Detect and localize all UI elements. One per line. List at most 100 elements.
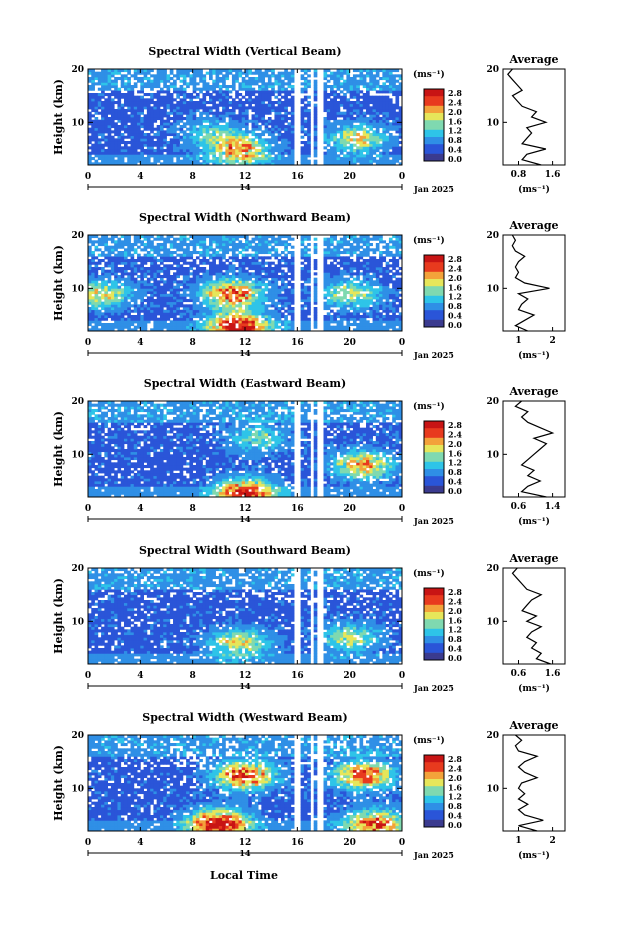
heatmap-cell bbox=[267, 272, 272, 276]
heatmap-cell bbox=[238, 261, 243, 265]
heatmap-cell bbox=[225, 309, 230, 313]
heatmap-cell bbox=[248, 243, 252, 247]
heatmap-cell bbox=[218, 277, 223, 281]
heatmap-cell bbox=[117, 299, 122, 303]
heatmap-cell bbox=[130, 125, 135, 129]
heatmap-cell bbox=[163, 125, 167, 129]
heatmap-cell bbox=[307, 122, 311, 126]
heatmap-cell bbox=[313, 127, 318, 131]
heatmap-cell bbox=[137, 312, 141, 316]
heatmap-cell bbox=[143, 138, 148, 142]
heatmap-cell bbox=[300, 291, 305, 295]
heatmap-cell bbox=[333, 74, 337, 78]
heatmap-cell bbox=[254, 275, 259, 279]
heatmap-cell bbox=[287, 122, 292, 126]
heatmap-cell bbox=[159, 143, 164, 147]
heatmap-cell bbox=[104, 85, 109, 89]
colorbar-tick-label: 0.4 bbox=[448, 145, 462, 155]
heatmap-cell bbox=[349, 119, 354, 123]
heatmap-cell bbox=[323, 240, 328, 244]
heatmap-cell bbox=[245, 114, 249, 118]
heatmap-cell bbox=[274, 269, 279, 273]
heatmap-cell bbox=[182, 82, 187, 86]
heatmap-cell bbox=[215, 122, 220, 126]
heatmap-cell bbox=[385, 69, 390, 73]
heatmap-cell bbox=[127, 69, 131, 73]
heatmap-cell bbox=[163, 162, 167, 166]
heatmap-cell bbox=[228, 312, 233, 316]
heatmap-cell bbox=[251, 291, 256, 295]
heatmap-cell bbox=[222, 82, 226, 86]
heatmap-cell bbox=[176, 275, 180, 279]
heatmap-cell bbox=[333, 325, 337, 329]
heatmap-cell bbox=[179, 79, 184, 83]
heatmap-cell bbox=[97, 111, 102, 115]
heatmap-cell bbox=[94, 269, 99, 273]
heatmap-cell bbox=[150, 87, 154, 91]
heatmap-cell bbox=[120, 245, 125, 249]
heatmap-cell bbox=[195, 285, 200, 289]
heatmap-cell bbox=[159, 95, 164, 99]
heatmap-cell bbox=[228, 154, 233, 158]
heatmap-cell bbox=[228, 162, 233, 166]
heatmap-cell bbox=[173, 243, 177, 247]
heatmap-cell bbox=[159, 127, 164, 131]
heatmap-cell bbox=[156, 301, 161, 305]
heatmap-cell bbox=[192, 307, 197, 311]
heatmap-cell bbox=[284, 127, 288, 131]
heatmap-cell bbox=[290, 85, 295, 89]
heatmap-cell bbox=[225, 259, 230, 263]
heatmap-cell bbox=[330, 162, 334, 166]
heatmap-cell bbox=[379, 154, 383, 158]
heatmap-cell bbox=[238, 309, 243, 313]
heatmap-cell bbox=[261, 101, 266, 105]
heatmap-cell bbox=[284, 103, 288, 107]
heatmap-cell bbox=[339, 130, 344, 134]
heatmap-cell bbox=[313, 82, 318, 86]
heatmap-cell bbox=[388, 133, 393, 137]
heatmap-cell bbox=[231, 106, 236, 110]
heatmap-cell bbox=[133, 243, 138, 247]
heatmap-cell bbox=[202, 98, 207, 102]
heatmap-cell bbox=[182, 261, 187, 265]
heatmap-cell bbox=[245, 277, 249, 281]
heatmap-cell bbox=[222, 243, 226, 247]
heatmap-cell bbox=[330, 138, 334, 142]
heatmap-cell bbox=[271, 135, 275, 139]
heatmap-cell bbox=[199, 317, 203, 321]
heatmap-cell bbox=[231, 304, 236, 308]
heatmap-cell bbox=[343, 79, 347, 83]
heatmap-cell bbox=[258, 261, 262, 265]
heatmap-cell bbox=[267, 312, 272, 316]
heatmap-cell bbox=[330, 135, 334, 139]
heatmap-cell bbox=[153, 79, 158, 83]
heatmap-cell bbox=[251, 253, 256, 257]
heatmap-cell bbox=[349, 127, 354, 131]
heatmap-cell bbox=[186, 149, 190, 153]
heatmap-cell bbox=[333, 151, 337, 155]
heatmap-cell bbox=[395, 130, 400, 134]
heatmap-cell bbox=[228, 328, 233, 332]
heatmap-cell bbox=[189, 117, 194, 121]
heatmap-cell bbox=[290, 277, 295, 281]
heatmap-cell bbox=[271, 141, 275, 145]
heatmap-cell bbox=[189, 272, 194, 276]
heatmap-cell bbox=[192, 259, 197, 263]
heatmap-cell bbox=[398, 157, 403, 161]
heatmap-cell bbox=[238, 304, 243, 308]
heatmap-cell bbox=[284, 277, 288, 281]
heatmap-cell bbox=[290, 291, 295, 295]
heatmap-cell bbox=[159, 109, 164, 113]
heatmap-cell bbox=[248, 325, 252, 329]
heatmap-cell bbox=[120, 114, 125, 118]
heatmap-cell bbox=[300, 154, 305, 158]
heatmap-cell bbox=[127, 109, 131, 113]
heatmap-cell bbox=[280, 296, 285, 300]
heatmap-cell bbox=[372, 159, 377, 163]
heatmap-cell bbox=[143, 317, 148, 321]
heatmap-cell bbox=[195, 127, 200, 131]
heatmap-cell bbox=[186, 275, 190, 279]
heatmap-cell bbox=[336, 130, 341, 134]
heatmap-cell bbox=[382, 109, 387, 113]
heatmap-cell bbox=[225, 135, 230, 139]
